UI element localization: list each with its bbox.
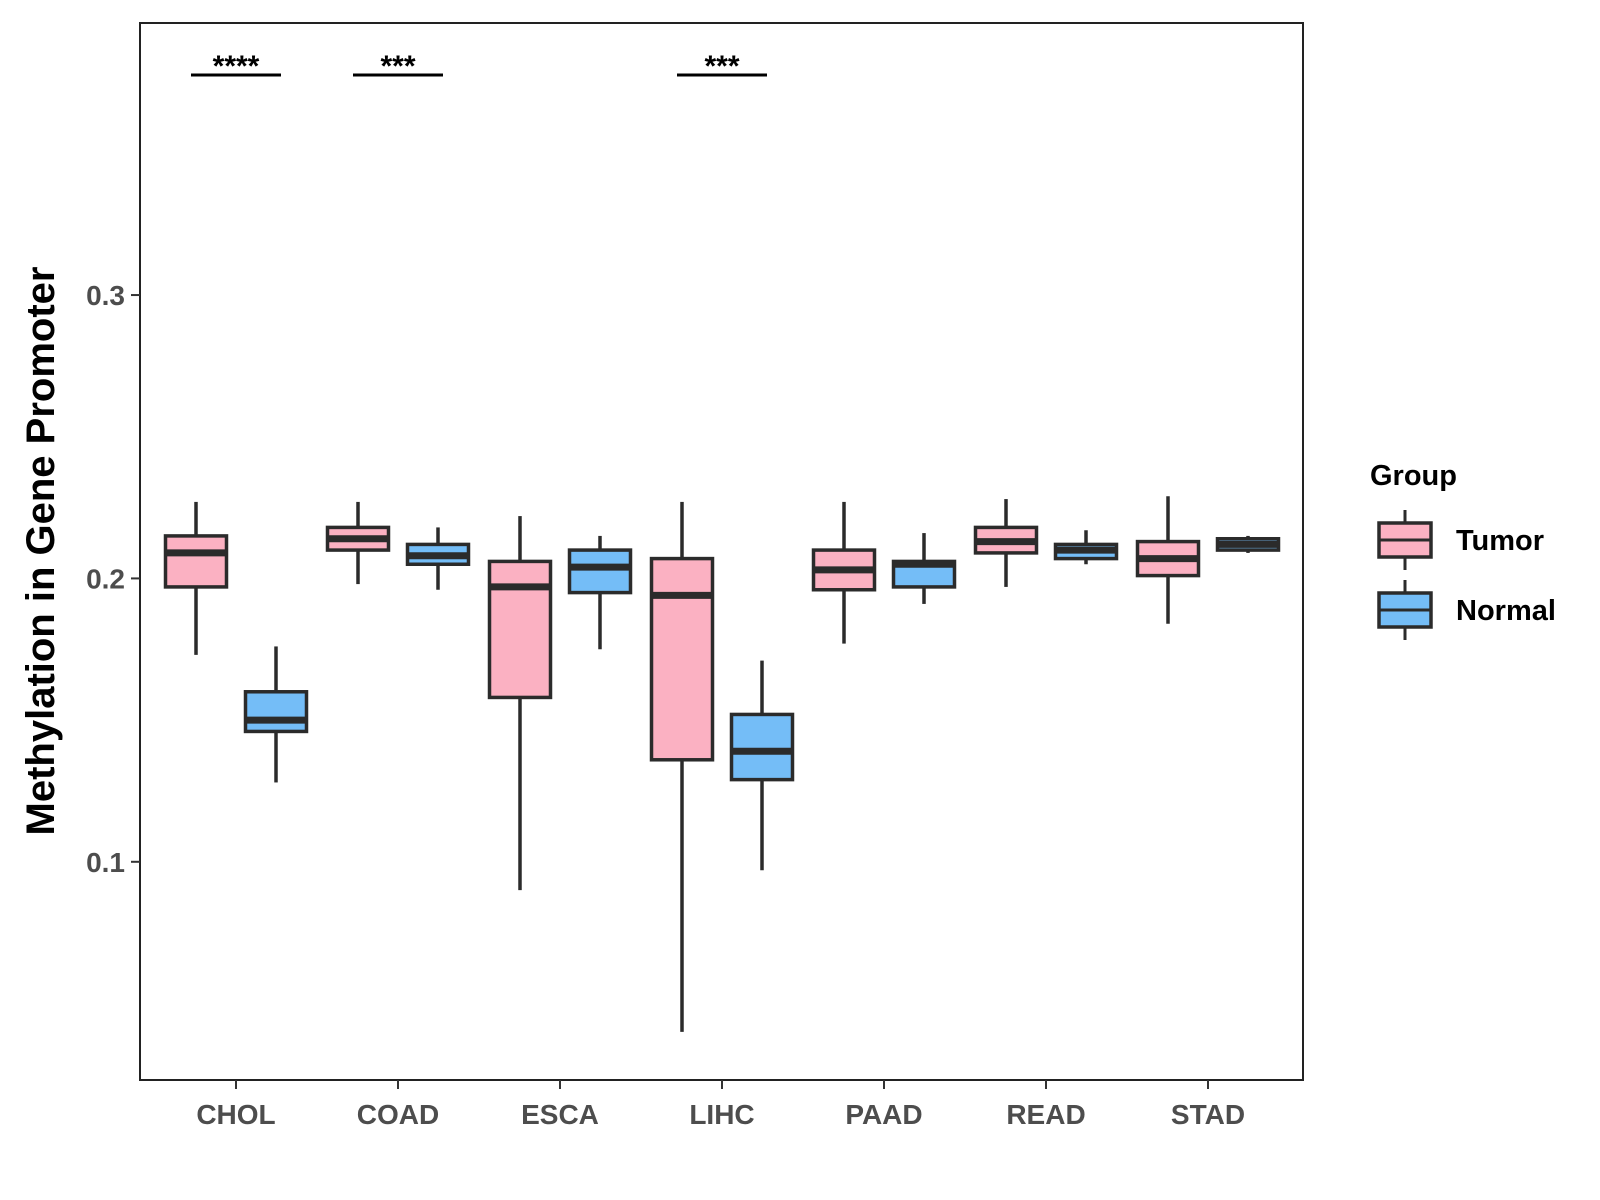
y-axis: 0.1 0.2 0.3	[86, 280, 140, 878]
x-tick-label: LIHC	[689, 1099, 754, 1130]
x-tick-label: CHOL	[196, 1099, 275, 1130]
legend: Group Tumor Normal	[1370, 460, 1556, 640]
box-tumor-esca	[487, 516, 553, 891]
box-body	[567, 548, 633, 595]
x-tick-label: COAD	[357, 1099, 439, 1130]
box-tumor-stad	[1135, 496, 1201, 624]
x-tick-label: PAAD	[845, 1099, 922, 1130]
box-normal-esca	[567, 535, 633, 650]
y-tick-label: 0.1	[86, 847, 125, 878]
box-normal-lihc	[729, 660, 795, 871]
x-axis: CHOL COAD ESCA LIHC PAAD READ STAD	[196, 1080, 1245, 1130]
significance-label: ***	[380, 50, 415, 83]
box-body	[243, 690, 309, 734]
legend-label-tumor: Tumor	[1456, 525, 1544, 557]
y-axis-title: Methylation in Gene Promoter	[19, 267, 63, 836]
box-tumor-read	[973, 499, 1039, 587]
box-tumor-chol	[163, 501, 229, 655]
box-normal-coad	[405, 527, 471, 590]
y-tick-label: 0.3	[86, 280, 125, 311]
box-normal-chol	[243, 646, 309, 783]
x-tick-label: STAD	[1171, 1099, 1245, 1130]
significance-annotations: **** *** ***	[191, 50, 767, 83]
y-tick-label: 0.2	[86, 563, 125, 594]
box-tumor-paad	[811, 501, 877, 644]
x-tick-label: ESCA	[521, 1099, 599, 1130]
x-tick-label: READ	[1006, 1099, 1085, 1130]
box-normal-read	[1053, 530, 1119, 565]
box-tumor-coad	[325, 501, 391, 585]
significance-label: ****	[213, 50, 260, 83]
box-body	[729, 712, 795, 782]
legend-label-normal: Normal	[1456, 595, 1556, 627]
box-body	[487, 559, 553, 700]
box-normal-paad	[891, 533, 957, 604]
legend-key-tumor	[1377, 510, 1433, 570]
box-tumor-lihc	[649, 501, 715, 1032]
boxes-layer	[163, 496, 1281, 1032]
significance-label: ***	[704, 50, 739, 83]
box-normal-stad	[1215, 535, 1281, 553]
box-body	[649, 556, 715, 762]
legend-key-normal	[1377, 580, 1433, 640]
legend-title: Group	[1370, 460, 1457, 492]
box-body	[163, 534, 229, 589]
